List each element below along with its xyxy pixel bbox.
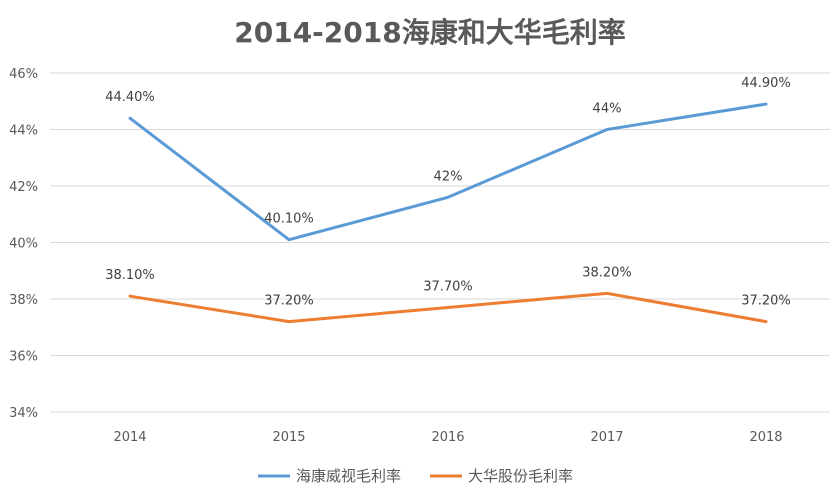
data-point <box>287 320 291 324</box>
data-point <box>605 291 609 295</box>
data-label: 37.20% <box>264 294 314 309</box>
y-tick-label: 46% <box>9 67 38 82</box>
data-point <box>128 116 132 120</box>
y-tick-label: 40% <box>9 237 38 252</box>
data-label: 37.70% <box>423 279 473 294</box>
legend-label-dahua: 大华股份毛利率 <box>468 467 573 485</box>
data-label: 44.90% <box>741 76 791 91</box>
data-point <box>764 102 768 106</box>
legend: 海康威视毛利率 大华股份毛利率 <box>258 467 573 485</box>
data-label: 37.20% <box>741 294 791 309</box>
data-label: 38.10% <box>105 268 155 283</box>
data-point <box>128 294 132 298</box>
data-point <box>287 238 291 242</box>
x-tick-label: 2014 <box>113 430 146 445</box>
y-tick-label: 38% <box>9 293 38 308</box>
legend-label-hikvision: 海康威视毛利率 <box>296 467 401 485</box>
data-point <box>605 128 609 131</box>
y-tick-label: 42% <box>9 180 38 195</box>
data-label: 42% <box>434 169 463 184</box>
data-label: 44% <box>593 102 622 117</box>
x-tick-label: 2017 <box>590 430 623 445</box>
x-tick-label: 2015 <box>272 430 305 445</box>
y-tick-label: 44% <box>9 124 38 139</box>
chart-title: 2014-2018海康和大华毛利率 <box>234 16 625 49</box>
data-point <box>446 305 450 309</box>
data-label: 38.20% <box>582 265 632 280</box>
x-tick-label: 2018 <box>749 430 782 445</box>
y-tick-label: 34% <box>9 406 38 421</box>
y-tick-label: 36% <box>9 350 38 365</box>
data-label: 44.40% <box>105 90 155 105</box>
data-point <box>446 195 450 199</box>
x-tick-label: 2016 <box>431 430 464 445</box>
data-point <box>764 320 768 324</box>
data-label: 40.10% <box>264 212 314 227</box>
